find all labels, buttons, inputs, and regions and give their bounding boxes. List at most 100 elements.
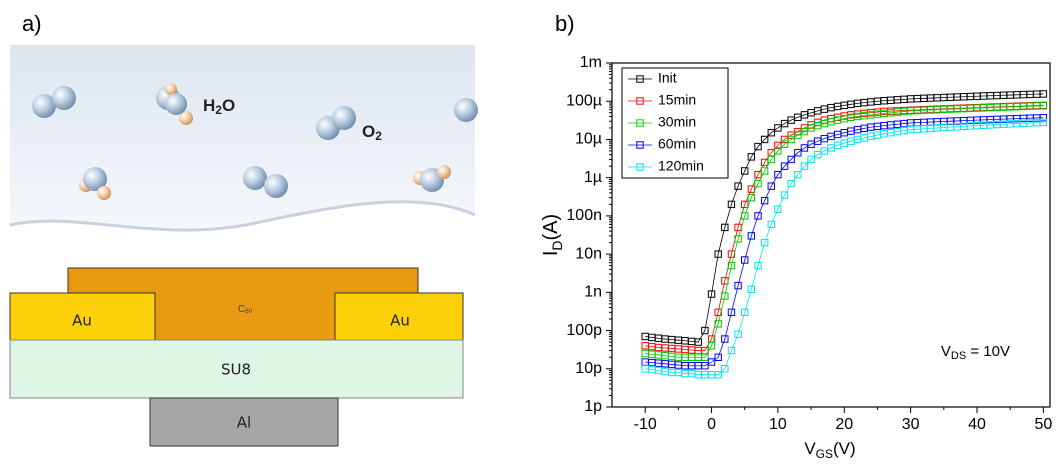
data-point xyxy=(714,308,722,317)
y-tick-label: 100p xyxy=(566,322,602,339)
data-point xyxy=(734,235,742,243)
data-point xyxy=(1039,118,1048,127)
data-point xyxy=(741,308,749,317)
data-point xyxy=(1039,102,1048,110)
data-point xyxy=(714,353,722,361)
data-point xyxy=(747,185,756,193)
annotation-rest: = 10V xyxy=(966,343,1010,360)
data-point xyxy=(760,238,769,247)
data-point xyxy=(754,170,762,179)
data-point xyxy=(767,129,775,137)
series-line xyxy=(645,93,1044,343)
y-tick-label: 10n xyxy=(575,245,602,262)
data-point xyxy=(694,338,702,346)
data-point xyxy=(800,127,809,136)
su8-layer xyxy=(9,339,464,399)
legend-marker xyxy=(636,119,644,127)
data-point xyxy=(787,135,795,144)
o2-label: O2 xyxy=(362,122,382,143)
data-point xyxy=(747,232,756,240)
al-layer xyxy=(149,397,339,447)
legend-label: 60min xyxy=(658,136,696,152)
annotation-sub: DS xyxy=(951,350,966,362)
data-point xyxy=(774,124,782,132)
data-point xyxy=(734,330,742,338)
c60-c: C xyxy=(238,304,245,315)
data-point xyxy=(714,370,722,379)
legend-marker xyxy=(636,75,644,83)
data-point xyxy=(727,346,736,355)
au-left xyxy=(9,292,156,341)
data-point xyxy=(754,142,762,151)
data-point xyxy=(754,261,762,270)
x-tick-label: 40 xyxy=(968,416,986,433)
data-point xyxy=(727,200,736,209)
o2-sub: 2 xyxy=(375,129,382,143)
x-tick-label: 20 xyxy=(835,416,853,433)
data-point xyxy=(741,256,749,264)
legend-marker xyxy=(636,163,644,171)
x-tick-label: 10 xyxy=(769,416,787,433)
molecules xyxy=(32,83,478,200)
data-point xyxy=(747,193,756,202)
y-tick-label: 1µ xyxy=(584,169,602,186)
y-tick-label: 100n xyxy=(566,207,602,224)
data-point xyxy=(774,205,782,213)
h2o-o: O xyxy=(222,96,235,115)
data-point xyxy=(707,290,716,298)
data-point xyxy=(800,144,809,152)
au-left-label: Au xyxy=(72,312,92,330)
c60-label: C60 xyxy=(238,304,253,315)
panel-b: b) VDS = 10V VGS(V) ID(A) 1p10p100p1n10n… xyxy=(540,11,1052,461)
y-tick-label: 10µ xyxy=(575,131,602,148)
y-label-unit: (A) xyxy=(540,214,562,241)
y-tick-label: 100µ xyxy=(566,92,602,109)
legend-marker xyxy=(636,97,644,105)
y-tick-label: 10p xyxy=(575,360,602,377)
data-point xyxy=(800,162,809,170)
al-label: Al xyxy=(237,414,251,432)
data-point xyxy=(741,212,749,220)
y-label-sub: D xyxy=(549,240,565,250)
data-point xyxy=(780,162,789,170)
panel-label: b) xyxy=(555,11,575,36)
data-point xyxy=(701,362,709,370)
data-point xyxy=(734,281,742,290)
legend-label: 120min xyxy=(658,158,704,174)
series-line xyxy=(645,121,1044,376)
o2-o: O xyxy=(362,122,375,141)
data-point xyxy=(701,326,709,335)
data-point xyxy=(767,155,775,164)
data-point xyxy=(727,308,736,317)
annotation: VDS = 10V xyxy=(941,343,1010,362)
data-point xyxy=(741,200,749,209)
data-point xyxy=(787,179,795,188)
data-point xyxy=(707,358,716,366)
su8-label: SU8 xyxy=(221,361,251,379)
au-right xyxy=(334,292,464,341)
data-point xyxy=(727,261,736,270)
c60-sub: 60 xyxy=(245,309,252,315)
h2o-sub: 2 xyxy=(215,103,222,117)
series-line xyxy=(645,117,1044,367)
h2o-label: H2O xyxy=(203,96,235,117)
series-line xyxy=(645,104,1044,351)
x-label-sub: GS xyxy=(816,447,833,461)
data-point xyxy=(714,320,722,328)
data-point xyxy=(1039,114,1048,122)
h2o-h: H xyxy=(203,96,215,115)
y-label-i: I xyxy=(540,251,562,257)
plot-frame xyxy=(611,62,1051,408)
data-point xyxy=(760,135,769,144)
data-point xyxy=(747,153,756,161)
surface-wave xyxy=(10,201,475,245)
data-point xyxy=(767,220,775,229)
data-point xyxy=(754,212,762,220)
legend-marker xyxy=(636,141,644,149)
data-point xyxy=(721,365,729,373)
y-tick-label: 1p xyxy=(584,398,602,415)
panel-a: a) H2O O2 C60 Au Au SU8 Al xyxy=(9,11,478,447)
y-axis-label: ID(A) xyxy=(540,214,564,256)
data-point xyxy=(721,292,729,300)
